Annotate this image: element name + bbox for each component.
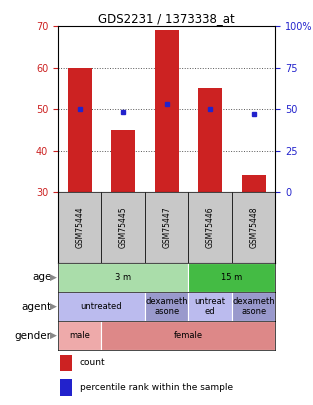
Text: 15 m: 15 m [221, 273, 243, 282]
Bar [58, 321, 101, 350]
Bar [155, 30, 179, 192]
Text: percentile rank within the sample: percentile rank within the sample [80, 383, 233, 392]
Bar [101, 321, 275, 350]
Bar [188, 263, 275, 292]
Bar [145, 292, 188, 321]
Text: untreat
ed: untreat ed [195, 297, 226, 316]
Text: untreated: untreated [81, 302, 122, 311]
Text: dexameth
asone: dexameth asone [232, 297, 275, 316]
Text: female: female [174, 331, 203, 340]
Text: dexameth
asone: dexameth asone [145, 297, 188, 316]
Text: GSM75448: GSM75448 [249, 207, 258, 248]
Text: GSM75447: GSM75447 [162, 207, 171, 248]
Text: ▶: ▶ [50, 273, 57, 282]
Bar [188, 192, 232, 263]
Title: GDS2231 / 1373338_at: GDS2231 / 1373338_at [98, 12, 235, 25]
Bar [60, 379, 72, 396]
Bar [242, 175, 266, 192]
Bar [60, 354, 72, 371]
Text: ▶: ▶ [50, 302, 57, 311]
Text: ▶: ▶ [50, 331, 57, 340]
Text: GSM75446: GSM75446 [206, 207, 215, 248]
Bar [58, 192, 101, 263]
Text: male: male [69, 331, 90, 340]
Bar [111, 130, 135, 192]
Text: GSM75444: GSM75444 [75, 207, 84, 248]
Text: agent: agent [22, 302, 52, 311]
Text: count: count [80, 358, 105, 367]
Text: age: age [32, 273, 52, 282]
Bar [145, 192, 188, 263]
Bar [232, 292, 275, 321]
Bar [198, 88, 222, 192]
Bar [232, 192, 275, 263]
Bar [58, 292, 145, 321]
Text: 3 m: 3 m [115, 273, 131, 282]
Bar [188, 292, 232, 321]
Bar [58, 263, 188, 292]
Text: GSM75445: GSM75445 [119, 207, 128, 248]
Text: gender: gender [15, 331, 52, 341]
Bar [101, 192, 145, 263]
Bar [68, 68, 92, 192]
